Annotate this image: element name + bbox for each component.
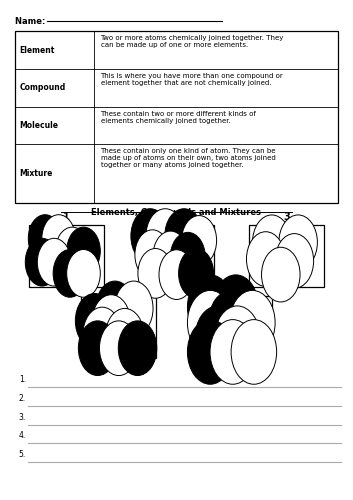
Circle shape: [159, 250, 194, 300]
Circle shape: [92, 294, 131, 350]
Text: 5.: 5.: [19, 450, 26, 460]
Text: These contain only one kind of atom. They can be
made up of atoms on their own, : These contain only one kind of atom. The…: [101, 148, 276, 169]
Text: 2: 2: [173, 212, 180, 222]
Circle shape: [165, 208, 203, 264]
Circle shape: [55, 227, 89, 275]
Circle shape: [146, 208, 185, 264]
Text: Element: Element: [20, 46, 55, 54]
Text: 5: 5: [231, 283, 238, 293]
FancyBboxPatch shape: [249, 225, 324, 287]
Circle shape: [53, 250, 87, 297]
Circle shape: [246, 232, 285, 286]
Text: 1.: 1.: [19, 375, 26, 384]
Circle shape: [215, 306, 260, 370]
Circle shape: [229, 290, 275, 355]
FancyBboxPatch shape: [81, 296, 156, 358]
Text: Mixture: Mixture: [20, 169, 53, 178]
Circle shape: [209, 290, 254, 355]
Text: 4.: 4.: [19, 432, 26, 440]
Circle shape: [106, 308, 144, 363]
Circle shape: [135, 230, 170, 280]
Circle shape: [262, 248, 300, 302]
Circle shape: [187, 275, 233, 340]
Circle shape: [67, 227, 100, 275]
Text: These contain two or more different kinds of
elements chemically joined together: These contain two or more different kind…: [101, 110, 256, 124]
Circle shape: [100, 321, 138, 376]
Circle shape: [114, 281, 153, 336]
Circle shape: [187, 320, 233, 384]
Circle shape: [131, 208, 169, 264]
Circle shape: [170, 232, 205, 282]
Circle shape: [187, 290, 233, 355]
FancyBboxPatch shape: [139, 225, 214, 287]
Circle shape: [42, 214, 76, 262]
Circle shape: [118, 321, 157, 376]
Circle shape: [181, 216, 217, 266]
Text: 3: 3: [283, 212, 290, 222]
Text: This is where you have more than one compound or
element together that are not c: This is where you have more than one com…: [101, 73, 283, 86]
Circle shape: [25, 238, 59, 286]
Text: Two or more atoms chemically joined together. They
can be made up of one or more: Two or more atoms chemically joined toge…: [101, 35, 284, 48]
Circle shape: [195, 306, 240, 370]
Circle shape: [179, 248, 214, 298]
Circle shape: [83, 307, 121, 362]
FancyBboxPatch shape: [29, 225, 104, 287]
Text: 3.: 3.: [19, 412, 26, 422]
Circle shape: [78, 321, 117, 376]
Circle shape: [275, 234, 313, 288]
Circle shape: [252, 215, 291, 270]
Circle shape: [37, 238, 71, 286]
Circle shape: [213, 275, 258, 340]
Text: Compound: Compound: [20, 84, 66, 92]
Text: 4: 4: [115, 283, 122, 293]
Text: 2.: 2.: [19, 394, 26, 402]
FancyBboxPatch shape: [16, 31, 337, 203]
Text: Molecule: Molecule: [20, 121, 59, 130]
Circle shape: [28, 214, 62, 262]
Circle shape: [153, 231, 188, 281]
Circle shape: [75, 294, 114, 348]
Text: 1: 1: [63, 212, 70, 222]
Circle shape: [231, 320, 277, 384]
Circle shape: [67, 250, 100, 297]
Text: Elements, Compounds and Mixtures: Elements, Compounds and Mixtures: [91, 208, 262, 217]
FancyBboxPatch shape: [197, 296, 272, 358]
Circle shape: [210, 320, 256, 384]
Circle shape: [279, 215, 317, 270]
Text: Name:: Name:: [16, 18, 49, 26]
Circle shape: [138, 248, 173, 298]
Circle shape: [96, 281, 134, 336]
